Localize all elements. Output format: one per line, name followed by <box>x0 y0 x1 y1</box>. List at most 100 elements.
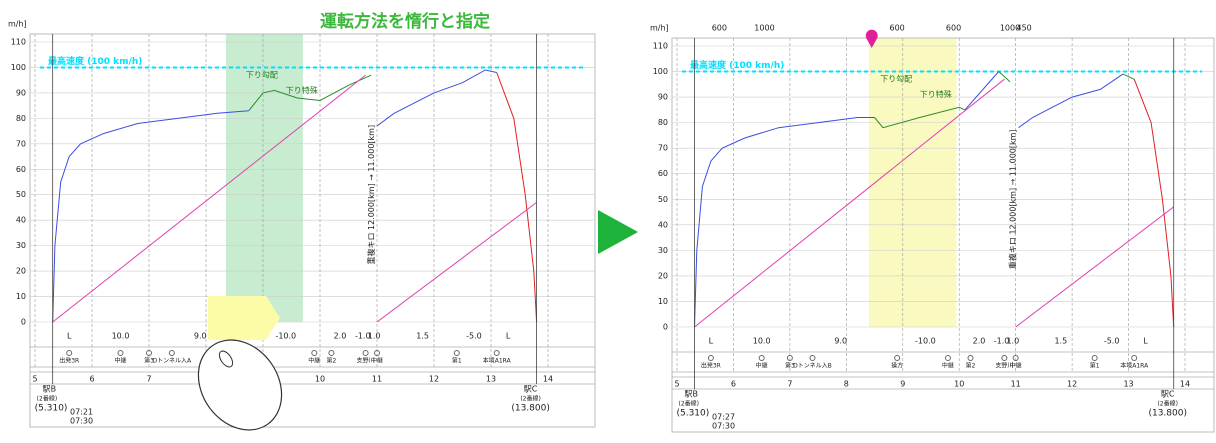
gradient-label: 10.0 <box>753 337 771 346</box>
x-tick-label: 7 <box>146 375 151 384</box>
gradient-label: -5.0 <box>466 332 482 341</box>
x-tick-label: 5 <box>32 375 37 384</box>
x-tick-label: 10 <box>954 380 964 389</box>
screenshot: 運転方法を惰行と指定 m/h]0102030405060708090100110… <box>0 0 1216 439</box>
overlap-label: 重複キロ 12.000[km] → 11.000[km] <box>366 125 376 265</box>
y-tick-label: 0 <box>663 323 668 332</box>
station-km: (13.800) <box>511 404 550 414</box>
station-name: 駅B <box>43 385 57 394</box>
annotation: 下り特殊 <box>920 89 952 99</box>
gradient-label: 9.0 <box>834 337 847 346</box>
y-tick-label: 70 <box>16 139 26 148</box>
y-tick-label: 40 <box>658 220 668 229</box>
landmark-label: 出発3R <box>59 357 79 365</box>
annotation: 下り特殊 <box>286 85 318 95</box>
gradient-label: 1.5 <box>416 332 429 341</box>
overlap-label: 重複キロ 12.000[km] → 11.000[km] <box>1007 129 1017 269</box>
landmark-label: 第2 <box>966 362 976 370</box>
station-name: 駅C <box>524 385 538 394</box>
y-tick-label: 10 <box>16 292 26 301</box>
y-tick-label: 60 <box>16 165 26 174</box>
time-label: 07:30 <box>70 417 93 426</box>
y-unit: m/h] <box>8 20 27 29</box>
y-tick-label: 80 <box>16 114 26 123</box>
landmark-label: 第1 <box>1090 362 1100 370</box>
gradient-label: L <box>506 332 511 341</box>
gradient-label: -10.0 <box>915 337 936 346</box>
landmark-label: 中継 <box>1010 362 1022 370</box>
landmark-label: 中継 <box>371 357 383 365</box>
annotation: 下り勾配 <box>880 74 912 84</box>
y-tick-label: 20 <box>658 271 668 280</box>
landmark-label: Dトンネル入A <box>152 358 192 365</box>
y-tick-label: 20 <box>16 267 26 276</box>
landmark-label: 第2 <box>326 357 336 365</box>
y-tick-label: 40 <box>16 216 26 225</box>
gradient-label: 1.0 <box>368 332 381 341</box>
gradient-label: 2.0 <box>334 332 347 341</box>
gradient-label: 1.5 <box>1054 337 1067 346</box>
landmark-label: 本境A1RA <box>1120 362 1149 370</box>
y-tick-label: 80 <box>658 118 668 127</box>
x-tick-label: 8 <box>844 380 849 389</box>
landmark-label: 本境A1RA <box>483 357 512 365</box>
gradient-label: 9.0 <box>194 332 207 341</box>
y-tick-label: 10 <box>658 297 668 306</box>
landmark-label: 出発3R <box>701 362 721 370</box>
gradient-label: L <box>1143 337 1148 346</box>
x-tick-label: 11 <box>1011 380 1021 389</box>
y-unit: m/h] <box>650 24 669 33</box>
yellow-arrow <box>208 296 280 340</box>
y-tick-label: 30 <box>658 246 668 255</box>
landmark-label: 中継 <box>308 357 320 365</box>
top-label: 600 <box>946 24 961 33</box>
x-tick-label: 13 <box>1123 380 1133 389</box>
top-label: 600 <box>712 24 727 33</box>
station-track: (2番線) <box>678 400 699 408</box>
y-tick-label: 100 <box>653 67 668 76</box>
y-tick-label: 0 <box>21 318 26 327</box>
speed-limit-label: 最高速度 (100 km/h) <box>48 55 142 67</box>
station-track: (2番線) <box>520 395 541 403</box>
x-tick-label: 9 <box>900 380 905 389</box>
station-km: (5.310) <box>35 404 68 414</box>
y-tick-label: 90 <box>16 88 26 97</box>
y-tick-label: 60 <box>658 169 668 178</box>
y-tick-label: 70 <box>658 144 668 153</box>
station-km: (5.310) <box>676 409 709 419</box>
x-tick-label: 6 <box>731 380 736 389</box>
station-name: 駅C <box>1161 390 1175 399</box>
gradient-label: L <box>67 332 72 341</box>
station-track: (2番線) <box>1157 400 1178 408</box>
x-tick-label: 13 <box>486 375 496 384</box>
x-tick-label: 5 <box>674 380 679 389</box>
gradient-label: -10.0 <box>275 332 296 341</box>
time-label: 07:21 <box>70 408 93 417</box>
station-name: 駅B <box>684 390 698 399</box>
x-tick-label: 7 <box>787 380 792 389</box>
landmark-label: Dトンネル入B <box>793 363 832 370</box>
x-tick-label: 10 <box>315 375 325 384</box>
gradient-label: 10.0 <box>112 332 130 341</box>
y-tick-label: 110 <box>653 42 668 51</box>
x-tick-label: 6 <box>89 375 94 384</box>
x-tick-label: 12 <box>1067 380 1077 389</box>
x-tick-label: 12 <box>429 375 439 384</box>
station-km: (13.800) <box>1148 409 1187 419</box>
gradient-label: 1.0 <box>1006 337 1019 346</box>
time-label: 07:27 <box>712 413 735 422</box>
time-label: 07:30 <box>712 422 735 431</box>
x-tick-label: 14 <box>1180 380 1190 389</box>
landmark-label: 中継 <box>756 362 768 370</box>
station-track: (2番線) <box>37 395 58 403</box>
top-label: 450 <box>1016 24 1031 33</box>
y-tick-label: 100 <box>11 63 26 72</box>
headline: 運転方法を惰行と指定 <box>320 11 490 32</box>
top-label: 1000 <box>754 24 774 33</box>
landmark-label: 第1 <box>452 357 462 365</box>
y-tick-label: 50 <box>16 190 26 199</box>
landmark-label: 中継 <box>942 362 954 370</box>
x-tick-label: 11 <box>372 375 382 384</box>
x-tick-label: 14 <box>543 375 553 384</box>
top-label: 600 <box>889 24 904 33</box>
